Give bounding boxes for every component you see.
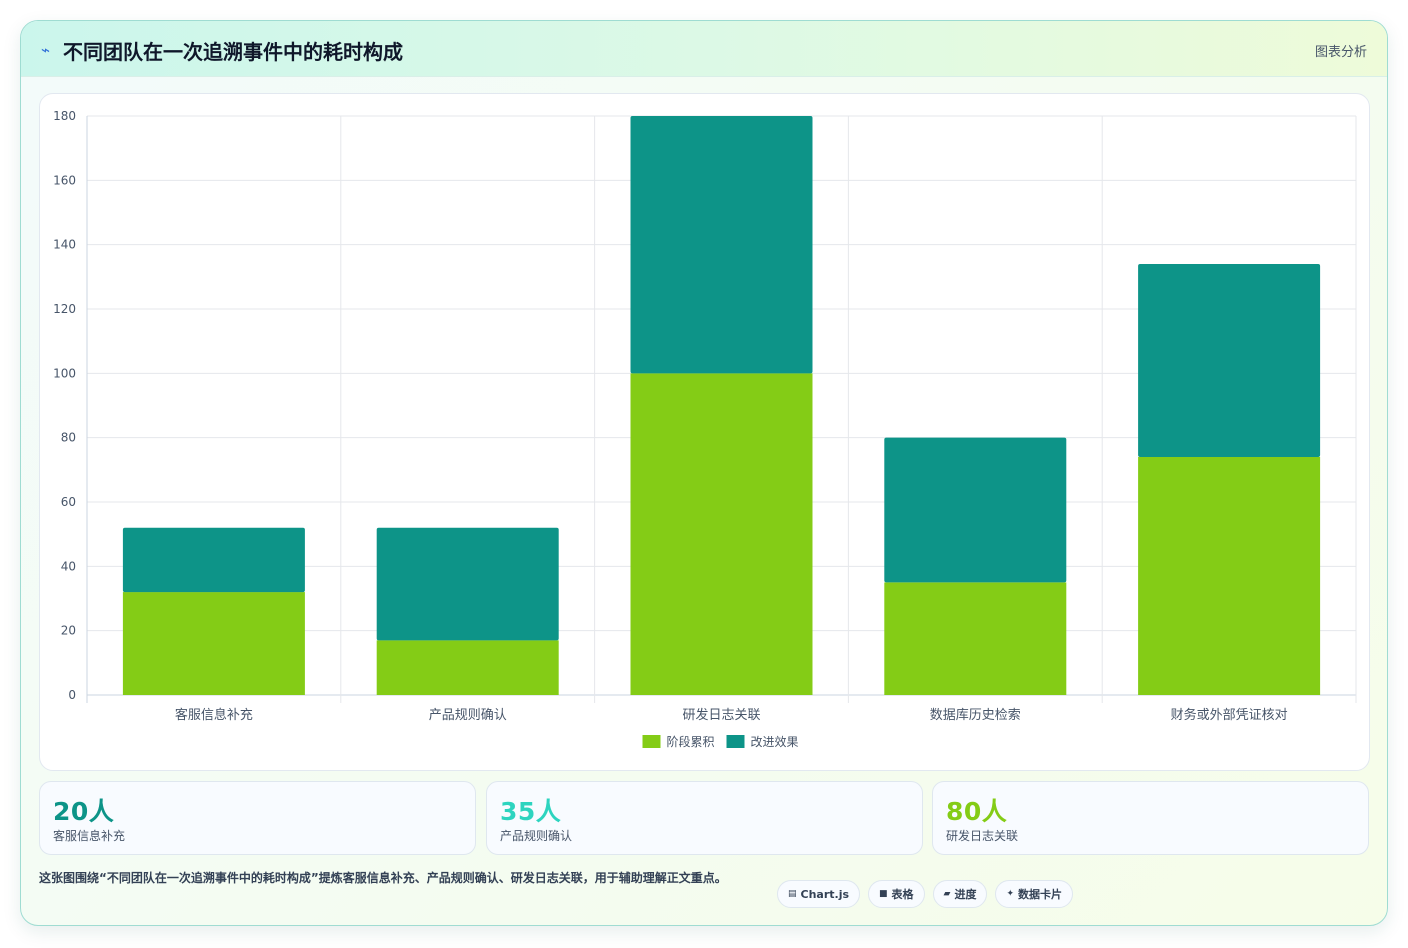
lightning-icon: ⌁ — [41, 41, 51, 59]
bar-stage-cumulative — [884, 582, 1067, 695]
tag-label: 数据卡片 — [1018, 888, 1063, 901]
y-tick-label: 20 — [61, 624, 76, 638]
y-tick-label: 140 — [53, 238, 76, 252]
x-tick-label: 数据库历史检索 — [930, 707, 1021, 723]
footer-note: 这张图围绕“不同团队在一次追溯事件中的耗时构成”提炼客服信息补充、产品规则确认、… — [39, 871, 727, 885]
bar-improvement — [122, 527, 305, 593]
legend-label: 阶段累积 — [667, 734, 715, 749]
y-tick-label: 120 — [53, 302, 76, 316]
bar-improvement — [630, 116, 813, 374]
chart-panel: 0 20 40 60 80 100 120 140 160 180 客服信息补充 产品规则确认 研发日志… — [39, 93, 1370, 771]
bar-improvement — [884, 437, 1067, 583]
bar-improvement — [376, 527, 559, 641]
chart-icon: ▤ — [788, 889, 797, 899]
stat-label: 研发日志关联 — [946, 829, 1019, 843]
y-tick-label: 160 — [53, 173, 76, 187]
sparkle-icon: ✦ — [1006, 889, 1015, 899]
tag-progress[interactable]: ▰ 进度 — [932, 880, 988, 908]
legend-label: 改进效果 — [751, 734, 799, 749]
bar-stage-cumulative — [1138, 456, 1321, 695]
table-icon: ■ — [879, 889, 888, 899]
tag-label: Chart.js — [800, 887, 850, 901]
stat-label: 客服信息补充 — [53, 829, 126, 843]
stat-value: 35人 — [500, 797, 562, 826]
tag-chartjs[interactable]: ▤ Chart.js — [777, 880, 861, 908]
tag-data-card[interactable]: ✦ 数据卡片 — [995, 880, 1074, 908]
stat-label: 产品规则确认 — [500, 829, 573, 843]
y-tick-label: 40 — [61, 559, 76, 573]
x-tick-label: 产品规则确认 — [429, 708, 507, 723]
bar-stage-cumulative — [630, 373, 813, 695]
stat-card-1: 20人 客服信息补充 — [39, 781, 476, 855]
bar-improvement — [1138, 263, 1321, 457]
bar-stage-cumulative — [122, 592, 305, 695]
chart-analysis-link[interactable]: 图表分析 — [1314, 45, 1367, 60]
y-tick-label: 60 — [61, 495, 76, 509]
tag-label: 进度 — [954, 888, 977, 901]
x-tick-label: 财务或外部凭证核对 — [1171, 707, 1288, 723]
progress-icon: ▰ — [943, 889, 951, 899]
stacked-bar-chart: 0 20 40 60 80 100 120 140 160 180 客服信息补充 产品规则确认 研发日志… — [53, 109, 1357, 749]
legend-swatch — [642, 735, 661, 748]
tag-label: 表格 — [891, 888, 914, 901]
x-tick-label: 研发日志关联 — [682, 707, 760, 723]
x-tick-label: 客服信息补充 — [175, 707, 253, 723]
tag-list: ▤ Chart.js ■ 表格 ▰ 进度 ✦ 数据卡片 — [777, 880, 1074, 908]
bar-stage-cumulative — [376, 640, 559, 695]
y-tick-label: 0 — [68, 688, 76, 702]
y-tick-label: 80 — [61, 431, 76, 445]
legend-swatch — [726, 735, 745, 748]
y-tick-label: 100 — [53, 366, 76, 380]
chart-title: 不同团队在一次追溯事件中的耗时构成 — [63, 40, 403, 64]
stat-card-3: 80人 研发日志关联 — [932, 781, 1369, 855]
tag-table[interactable]: ■ 表格 — [868, 880, 925, 908]
stat-value: 20人 — [53, 797, 115, 826]
card-header: ⌁ 不同团队在一次追溯事件中的耗时构成 图表分析 — [21, 21, 1387, 77]
chart-card: ⌁ 不同团队在一次追溯事件中的耗时构成 图表分析 0 20 40 60 80 100 120… — [20, 20, 1388, 926]
stat-value: 80人 — [946, 797, 1008, 826]
y-tick-label: 180 — [53, 109, 76, 123]
stat-card-2: 35人 产品规则确认 — [486, 781, 923, 855]
